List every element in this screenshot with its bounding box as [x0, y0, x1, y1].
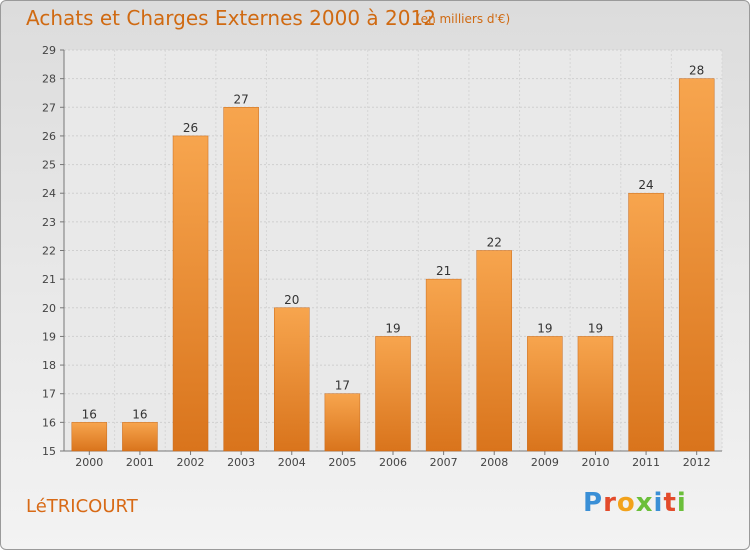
x-tick-label: 2003 [227, 456, 255, 469]
y-tick-label: 27 [42, 101, 56, 114]
y-tick-label: 23 [42, 216, 56, 229]
y-tick-label: 26 [42, 130, 56, 143]
bar-2008 [476, 250, 512, 452]
y-tick-label: 15 [42, 445, 56, 458]
bar-2009 [527, 336, 563, 452]
data-label: 19 [385, 321, 400, 335]
logo-letter: i [676, 488, 687, 518]
x-tick-label: 2002 [177, 456, 205, 469]
data-label: 19 [588, 321, 603, 335]
x-tick-label: 2011 [632, 456, 660, 469]
x-tick-label: 2009 [531, 456, 559, 469]
data-label: 16 [82, 407, 97, 421]
logo-letter: P [583, 488, 604, 518]
chart-unit: (en milliers d'€) [416, 12, 511, 26]
data-label: 21 [436, 264, 451, 278]
chart-title: Achats et Charges Externes 2000 à 2012 [26, 6, 436, 30]
x-tick-label: 2006 [379, 456, 407, 469]
x-tick-label: 2012 [683, 456, 711, 469]
data-label: 16 [132, 407, 147, 421]
data-label: 26 [183, 121, 198, 135]
logo-letter: i [653, 488, 664, 518]
x-tick-label: 2005 [328, 456, 356, 469]
bar-2003 [223, 107, 259, 452]
x-tick-label: 2010 [581, 456, 609, 469]
tick-labels: 15 16 17 18 19 20 21 22 23 24 25 26 27 28 29 2000 2001 20… [42, 44, 711, 469]
y-tick-label: 24 [42, 187, 56, 200]
y-tick-label: 19 [42, 330, 56, 343]
y-tick-label: 25 [42, 159, 56, 172]
y-tick-label: 21 [42, 273, 56, 286]
logo-letter: t [663, 488, 677, 518]
proxiti-logo[interactable]: Proxiti [583, 488, 687, 518]
data-label: 24 [638, 178, 653, 192]
x-tick-label: 2000 [75, 456, 103, 469]
bar-2006 [375, 336, 411, 452]
bar-2004 [274, 307, 310, 452]
bar-2000 [71, 422, 108, 452]
commune-name: LéTRICOURT [26, 496, 138, 517]
bar-2005 [324, 393, 361, 452]
bar-2007 [425, 278, 462, 452]
data-label: 28 [689, 64, 704, 78]
y-tick-label: 16 [42, 416, 56, 429]
x-tick-label: 2004 [278, 456, 306, 469]
y-tick-label: 20 [42, 302, 56, 315]
x-tick-label: 2001 [126, 456, 154, 469]
bar-2011 [628, 192, 664, 452]
bar-2001 [122, 422, 158, 452]
bar-2012 [678, 78, 715, 452]
y-tick-label: 22 [42, 245, 56, 258]
data-label: 17 [335, 379, 350, 393]
y-tick-label: 28 [42, 73, 56, 86]
data-labels: 16 16 26 27 20 17 19 21 22 19 19 24 28 [82, 64, 705, 422]
bar-2002 [172, 135, 209, 452]
x-tick-label: 2008 [480, 456, 508, 469]
y-tick-label: 17 [42, 388, 56, 401]
logo-letter: o [616, 488, 636, 518]
y-tick-label: 18 [42, 359, 56, 372]
logo-letter: x [635, 488, 654, 518]
logo-letter: r [603, 488, 617, 518]
bar-2010 [577, 336, 614, 452]
bars [71, 78, 715, 452]
data-label: 27 [234, 92, 249, 106]
data-label: 20 [284, 293, 299, 307]
data-label: 19 [537, 321, 552, 335]
y-tick-label: 29 [42, 44, 56, 57]
x-tick-label: 2007 [430, 456, 458, 469]
data-label: 22 [487, 236, 502, 250]
